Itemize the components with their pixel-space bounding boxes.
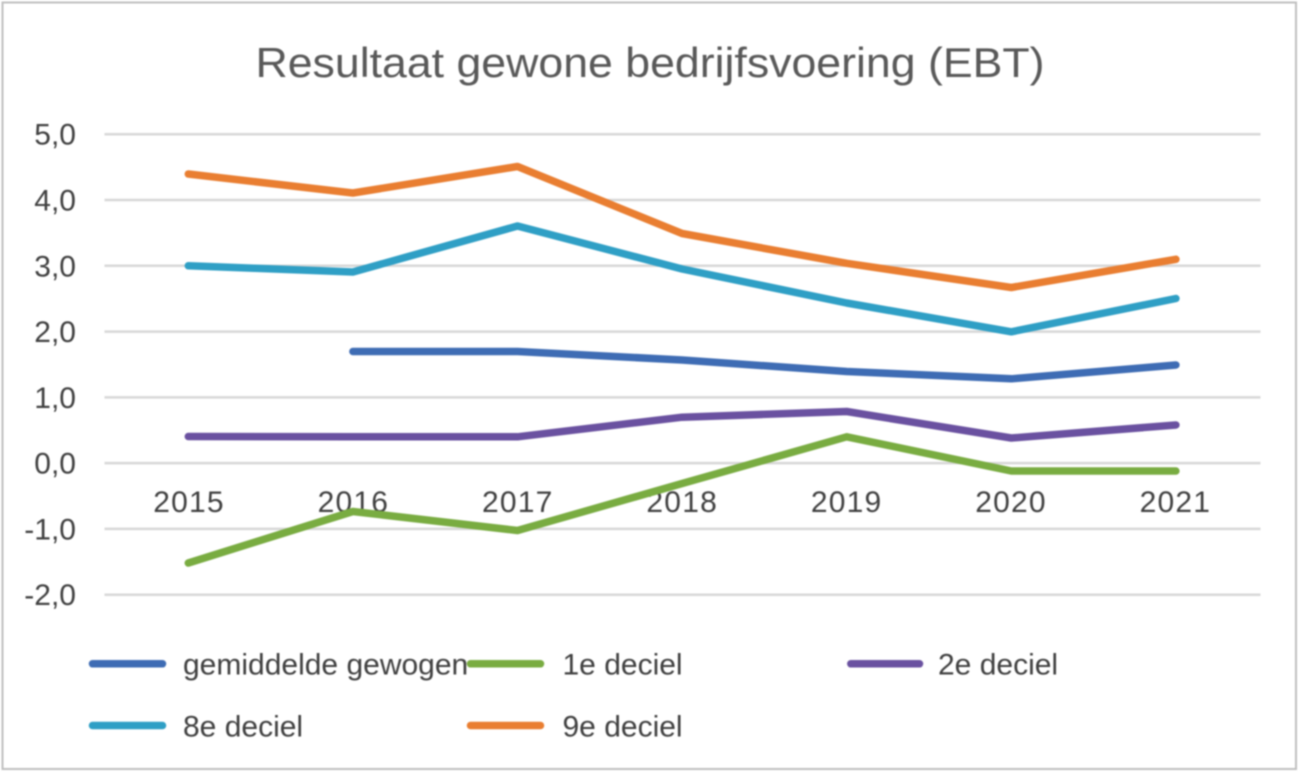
- svg-text:5,0: 5,0: [34, 119, 76, 152]
- svg-text:2020: 2020: [975, 486, 1047, 519]
- svg-text:Resultaat gewone bedrijfsvoeri: Resultaat gewone bedrijfsvoering (EBT): [256, 39, 1045, 86]
- svg-text:0,0: 0,0: [34, 448, 76, 481]
- svg-text:3,0: 3,0: [34, 250, 76, 283]
- svg-text:8e deciel: 8e deciel: [183, 711, 303, 744]
- svg-text:2019: 2019: [811, 486, 883, 519]
- svg-text:gemiddelde gewogen: gemiddelde gewogen: [183, 649, 468, 682]
- svg-text:2021: 2021: [1140, 486, 1212, 519]
- svg-text:4,0: 4,0: [34, 185, 76, 218]
- svg-text:2,0: 2,0: [34, 316, 76, 349]
- svg-text:2017: 2017: [482, 486, 554, 519]
- svg-text:2015: 2015: [153, 486, 225, 519]
- svg-text:1e deciel: 1e deciel: [563, 649, 683, 682]
- svg-text:9e deciel: 9e deciel: [563, 711, 683, 744]
- svg-text:-2,0: -2,0: [24, 579, 76, 612]
- svg-text:1,0: 1,0: [34, 382, 76, 415]
- svg-text:2e deciel: 2e deciel: [938, 649, 1058, 682]
- svg-text:-1,0: -1,0: [24, 513, 76, 546]
